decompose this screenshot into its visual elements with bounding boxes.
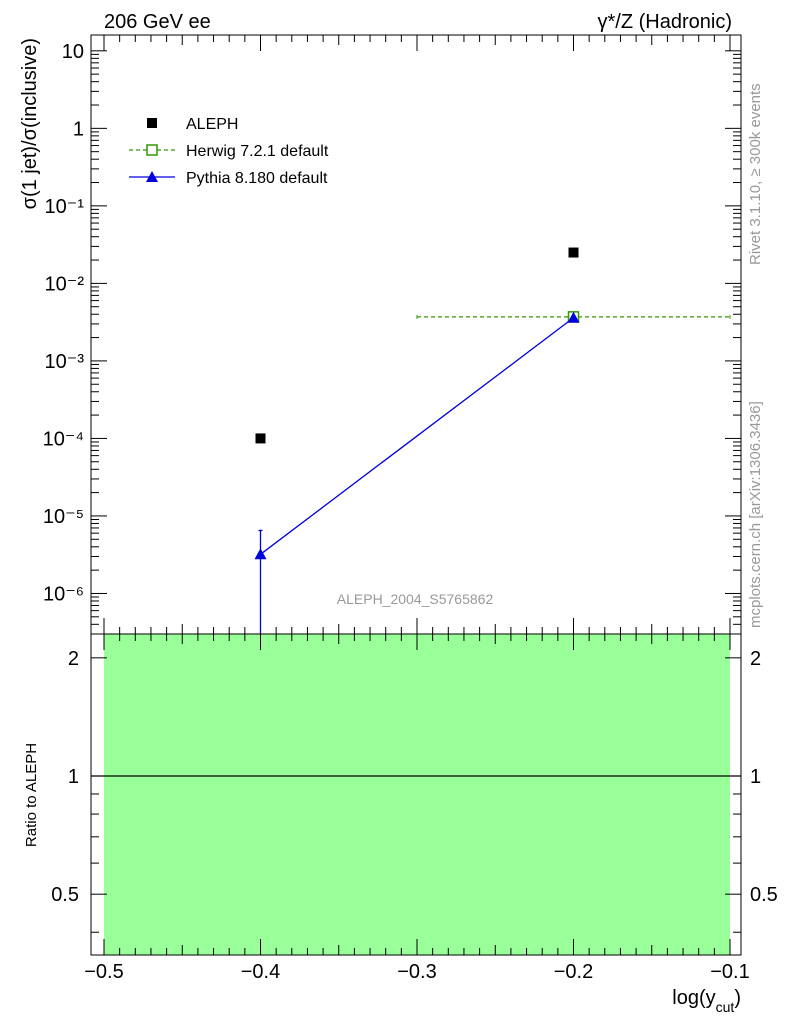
legend: ALEPH Herwig 7.2.1 default Pythia 8.180 …	[129, 116, 329, 187]
analysis-label: ALEPH_2004_S5765862	[337, 591, 494, 607]
legend-marker-herwig	[146, 144, 158, 156]
ratio-frame	[90, 633, 742, 956]
y-tick-label-main: 10⁻⁶	[43, 583, 84, 605]
y-tick-label-main: 10	[62, 41, 84, 63]
y-tick-label-main: 10⁻⁵	[43, 506, 84, 528]
header-right: γ*/Z (Hadronic)	[598, 11, 732, 33]
y-tick-label-main: 10⁻³	[45, 351, 85, 373]
legend-marker-aleph	[147, 118, 157, 128]
x-axis-title-sub: cut	[716, 999, 735, 1015]
aleph-point	[255, 433, 266, 444]
y-tick-label-main: 10⁻²	[45, 273, 85, 295]
x-axis-title-main: log(y	[672, 987, 715, 1009]
legend-label-pythia: Pythia 8.180 default	[186, 170, 328, 187]
x-axis-title: log(ycut)	[672, 987, 741, 1015]
aleph-point	[568, 247, 579, 258]
y-tick-label-main: 1	[73, 118, 84, 140]
rivet-label: Rivet 3.1.10, ≥ 300k events	[747, 83, 764, 265]
y-axis-title-ratio: Ratio to ALEPH	[23, 743, 40, 847]
y-tick-label-main: 10⁻⁴	[43, 428, 84, 450]
mcplots-label: mcplots.cern.ch [arXiv:1306.3436]	[747, 401, 764, 628]
y-tick-label-main: 10⁻¹	[45, 196, 85, 218]
x-tick-label: −0.1	[710, 961, 749, 983]
x-tick-label: −0.4	[241, 961, 280, 983]
y-tick-label-ratio-left: 1	[68, 766, 79, 788]
y-tick-label-ratio-left: 0.5	[51, 884, 79, 906]
legend-marker-pythia	[146, 171, 158, 182]
y-tick-label-ratio-right: 1	[750, 766, 761, 788]
ratio-band	[104, 634, 730, 955]
x-tick-label: −0.3	[397, 961, 436, 983]
pythia-line	[260, 317, 574, 555]
data-marks	[254, 247, 731, 634]
legend-label-aleph: ALEPH	[186, 116, 238, 133]
x-axis-title-close: )	[734, 987, 741, 1009]
y-tick-label-ratio-left: 2	[68, 648, 79, 670]
axis-ticks: −0.5 −0.4 −0.3 −0.2 −0.1 10⁻⁶ 10⁻⁵ 10⁻⁴ 10⁻³ 10⁻²…	[43, 35, 778, 983]
pythia-point	[254, 548, 267, 560]
header-left: 206 GeV ee	[104, 11, 211, 33]
x-tick-label: −0.2	[554, 961, 593, 983]
x-tick-label: −0.5	[84, 961, 123, 983]
y-axis-title-main: σ(1 jet)/σ(inclusive)	[19, 38, 41, 209]
pythia-point	[567, 311, 580, 323]
legend-label-herwig: Herwig 7.2.1 default	[186, 143, 329, 160]
y-tick-label-ratio-right: 2	[750, 648, 761, 670]
y-tick-label-ratio-right: 0.5	[750, 884, 778, 906]
